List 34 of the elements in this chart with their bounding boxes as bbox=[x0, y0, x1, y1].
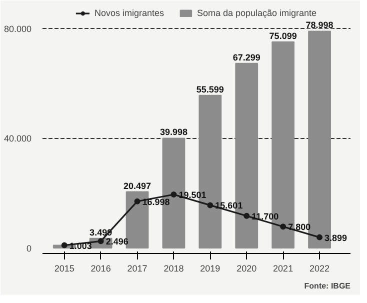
legend-label: Soma da população imigrante bbox=[196, 8, 317, 18]
x-tick-label: 2019 bbox=[200, 264, 220, 274]
x-tick-label: 2022 bbox=[310, 264, 330, 274]
data-label: 15.601 bbox=[215, 200, 243, 211]
legend-label: Novos imigrantes bbox=[94, 8, 164, 18]
data-label: 11.700 bbox=[252, 211, 279, 222]
point bbox=[316, 234, 323, 240]
data-label: 2.496 bbox=[106, 236, 128, 247]
data-label: 7.800 bbox=[288, 222, 311, 232]
point bbox=[244, 212, 250, 219]
y-tick-label: 80.000 bbox=[4, 24, 32, 34]
source-note: Fonte: IBGE bbox=[304, 282, 352, 290]
point bbox=[61, 242, 68, 248]
point bbox=[207, 202, 214, 208]
x-tick-label: 2020 bbox=[236, 264, 257, 274]
data-label: 67.299 bbox=[232, 52, 260, 62]
data-label: 39.998 bbox=[160, 127, 188, 138]
data-label: 78.998 bbox=[306, 20, 334, 30]
point bbox=[134, 198, 140, 204]
data-label: 19.501 bbox=[178, 190, 206, 200]
y-tick-label: 0 bbox=[26, 244, 32, 254]
point bbox=[280, 224, 286, 230]
x-tick-label: 2015 bbox=[54, 264, 74, 274]
data-label: 16.998 bbox=[142, 196, 170, 207]
point bbox=[170, 191, 177, 198]
x-tick-label: 2021 bbox=[273, 264, 294, 274]
x-tick-label: 2016 bbox=[90, 264, 111, 274]
data-label: 55.599 bbox=[196, 84, 224, 94]
x-tick-label: 2018 bbox=[164, 264, 184, 274]
data-label: 20.497 bbox=[124, 180, 152, 191]
data-label: 3.899 bbox=[324, 232, 348, 243]
x-tick-label: 2017 bbox=[127, 264, 148, 274]
data-label: 75.099 bbox=[269, 30, 297, 41]
y-tick-label: 40.000 bbox=[4, 134, 32, 144]
